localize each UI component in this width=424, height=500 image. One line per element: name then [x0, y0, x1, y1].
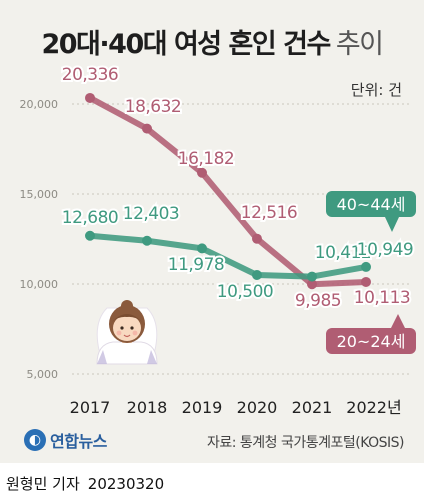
- data-point: [142, 123, 152, 134]
- grid-layer: 5,000 10,000 15,000 20,000 2017 2018 2019 2020 2…: [20, 98, 412, 417]
- y-tick-label: 10,000: [20, 278, 59, 291]
- data-point: [361, 261, 371, 272]
- chart-panel: [0, 0, 424, 463]
- y-tick-label: 20,000: [20, 98, 59, 111]
- x-tick-label: 2021: [292, 398, 333, 417]
- reporter-name: 원형민 기자: [6, 475, 80, 493]
- series-line-1: [87, 232, 369, 280]
- data-label: 12,403: [123, 204, 179, 224]
- byline: 원형민 기자 20230320: [6, 473, 172, 494]
- yonhap-logo: ◐ 연합뉴스: [24, 428, 107, 452]
- data-label: 12,680: [62, 208, 118, 228]
- unit-label: 단위: 건: [350, 81, 402, 99]
- data-label: 10,949: [357, 240, 413, 260]
- series-tag-bg: [326, 191, 416, 217]
- series-tag-pointer: [391, 314, 405, 328]
- data-point: [85, 230, 95, 241]
- series-layer: [85, 92, 371, 290]
- data-point: [361, 276, 371, 287]
- series-tag-pointer: [385, 217, 399, 232]
- series-line-0: [87, 94, 369, 288]
- publish-date: 20230320: [87, 475, 165, 493]
- data-point: [85, 92, 95, 103]
- data-point: [307, 271, 317, 282]
- data-label: 10,113: [354, 288, 410, 308]
- x-tick-label: 2022년: [346, 398, 401, 417]
- series-tag-label: 20~24세: [337, 332, 406, 351]
- line-chart: 5,000 10,000 15,000 20,000 2017 2018 2019 2020 2…: [20, 63, 416, 417]
- chart-title: 20대·40대 여성 혼인 건수 추이: [0, 22, 424, 61]
- data-point: [197, 243, 207, 254]
- logo-text: 연합뉴스: [50, 432, 107, 451]
- data-point: [197, 167, 207, 178]
- data-label: 20,336: [62, 65, 118, 85]
- title-sub: 추이: [335, 29, 384, 60]
- data-point: [252, 270, 262, 280]
- yonhap-logo-icon: ◐: [24, 429, 46, 451]
- x-tick-label: 2020: [237, 398, 278, 417]
- y-tick-label: 15,000: [20, 188, 59, 201]
- data-label: 18,632: [125, 97, 181, 117]
- x-tick-label: 2018: [127, 398, 168, 417]
- data-label: 10,500: [217, 282, 273, 302]
- x-tick-label: 2017: [70, 398, 111, 417]
- label-layer: 20,336 18,632 16,182 12,516 9,985 10,113 12,68…: [60, 63, 416, 354]
- source-note: 자료: 통계청 국가통계포털(KOSIS): [206, 435, 405, 451]
- data-label: 10,412: [315, 243, 371, 263]
- data-label: 11,978: [168, 255, 224, 275]
- bride-illustration-icon: [96, 300, 158, 365]
- data-point: [252, 233, 262, 244]
- series-tag-bg: [326, 328, 416, 354]
- x-tick-label: 2019: [182, 398, 223, 417]
- y-tick-label: 5,000: [27, 368, 59, 381]
- data-label: 9,985: [295, 291, 341, 311]
- data-label: 12,516: [241, 203, 297, 223]
- series-tag-label: 40~44세: [337, 195, 406, 214]
- title-main: 20대·40대 여성 혼인 건수: [41, 29, 331, 60]
- data-label: 16,182: [178, 149, 234, 169]
- data-point: [142, 235, 152, 246]
